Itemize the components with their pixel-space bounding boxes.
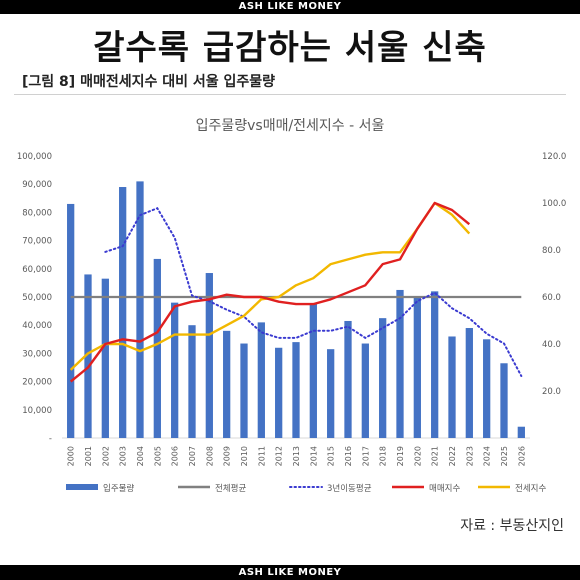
x-tick-label: 2018 (379, 446, 388, 466)
bar-2024 (483, 339, 491, 438)
bar-2023 (465, 328, 473, 438)
x-tick-label: 2016 (344, 446, 353, 466)
bar-2004 (136, 181, 144, 438)
y-left-tick-label: 50,000 (22, 293, 52, 303)
x-tick-label: 2008 (205, 446, 214, 466)
divider (14, 94, 566, 95)
bar-2019 (396, 289, 404, 438)
y-left-tick-label: 70,000 (22, 237, 52, 247)
bar-2016 (344, 320, 352, 438)
headline: 갈수록 급감하는 서울 신축 (93, 28, 487, 68)
legend-label: 입주물량 (103, 483, 134, 494)
x-tick-label: 2004 (136, 446, 145, 466)
bar-2021 (431, 291, 439, 438)
chart: 입주물량vs매매/전세지수 - 서울 - 10,000 20,000 30,000 40,… (17, 118, 567, 494)
x-tick-label: 2019 (396, 446, 405, 466)
y-left-tick-label: 60,000 (22, 265, 52, 275)
y-left-tick-label: 20,000 (22, 378, 52, 388)
bar-2026 (517, 426, 525, 438)
legend-label: 전세지수 (515, 483, 546, 494)
bar-2003 (119, 187, 127, 438)
legend-label: 전체평균 (215, 483, 246, 494)
x-tick-label: 2011 (257, 446, 266, 466)
x-tick-label: 2024 (483, 446, 492, 466)
x-tick-label: 2000 (67, 446, 76, 466)
y-left-tick-label: 90,000 (22, 180, 52, 190)
x-tick-label: 2025 (500, 446, 509, 466)
y-left-tick-label: 10,000 (22, 406, 52, 416)
bar-2002 (101, 278, 109, 438)
bar-2000 (67, 203, 75, 438)
y-left-tick-label: 100,000 (17, 152, 52, 162)
legend-label: 3년이동평균 (327, 483, 372, 494)
y-left-tick-label: 80,000 (22, 208, 52, 218)
x-tick-label: 2014 (309, 446, 318, 466)
series-line-매매지수 (69, 201, 471, 383)
y-right-tick-label: 40.0 (542, 340, 561, 350)
bottom-brand-bar: ASH LIKE MONEY (0, 565, 580, 580)
x-tick-label: 2001 (84, 446, 93, 466)
bar-2013 (292, 342, 300, 438)
bar-2018 (379, 318, 387, 438)
x-tick-label: 2010 (240, 446, 249, 466)
figure-caption: 매매전세지수 대비 서울 입주물량 (80, 74, 276, 90)
x-tick-label: 2009 (223, 446, 232, 466)
legend-bar-swatch (66, 484, 98, 490)
bar-2022 (448, 336, 456, 438)
y-right-tick-label: 120.0 (542, 152, 566, 162)
bar-2025 (500, 363, 508, 438)
bar-2008 (205, 273, 213, 438)
y-left-tick-label: 40,000 (22, 321, 52, 331)
x-tick-label: 2013 (292, 446, 301, 466)
x-tick-label: 2005 (153, 446, 162, 466)
y-right-tick-label: 100.0 (542, 199, 566, 209)
bar-2011 (257, 322, 265, 438)
x-tick-label: 2017 (361, 446, 370, 466)
bar-2014 (309, 304, 317, 438)
bar-2005 (153, 258, 161, 438)
bar-2007 (188, 325, 196, 438)
figure-tag: [그림 8] (22, 74, 76, 90)
bar-2006 (171, 302, 179, 438)
series-line-전세지수 (69, 201, 471, 371)
x-tick-label: 2026 (517, 446, 526, 466)
x-tick-label: 2006 (171, 446, 180, 466)
y-left-tick-label: - (49, 434, 52, 444)
legend-label: 매매지수 (429, 484, 460, 494)
x-tick-label: 2015 (327, 446, 336, 466)
bar-2017 (361, 343, 369, 438)
chart-title: 입주물량vs매매/전세지수 - 서울 (196, 118, 385, 134)
x-tick-label: 2007 (188, 446, 197, 466)
x-tick-label: 2022 (448, 446, 457, 466)
source-note: 자료 : 부동산지인 (460, 518, 564, 534)
x-tick-label: 2023 (465, 446, 474, 466)
x-tick-label: 2003 (119, 446, 128, 466)
top-brand-bar: ASH LIKE MONEY (0, 0, 580, 14)
y-right-tick-label: 80.0 (542, 246, 561, 256)
series-line-3년이동평균 (104, 206, 523, 377)
bar-2015 (327, 349, 335, 438)
bar-2012 (275, 347, 283, 438)
figure-subtitle: [그림 8] 매매전세지수 대비 서울 입주물량 (22, 71, 275, 91)
y-left-tick-label: 30,000 (22, 349, 52, 359)
bar-2009 (223, 330, 231, 438)
y-right-tick-label: 20.0 (542, 387, 561, 397)
bar-2010 (240, 343, 248, 438)
bar-2020 (413, 297, 421, 438)
bar-2001 (84, 274, 92, 438)
x-tick-label: 2002 (101, 446, 110, 466)
x-tick-label: 2021 (431, 446, 440, 466)
x-tick-label: 2012 (275, 446, 284, 466)
x-tick-label: 2020 (413, 446, 422, 466)
y-right-tick-label: 60.0 (542, 293, 561, 303)
